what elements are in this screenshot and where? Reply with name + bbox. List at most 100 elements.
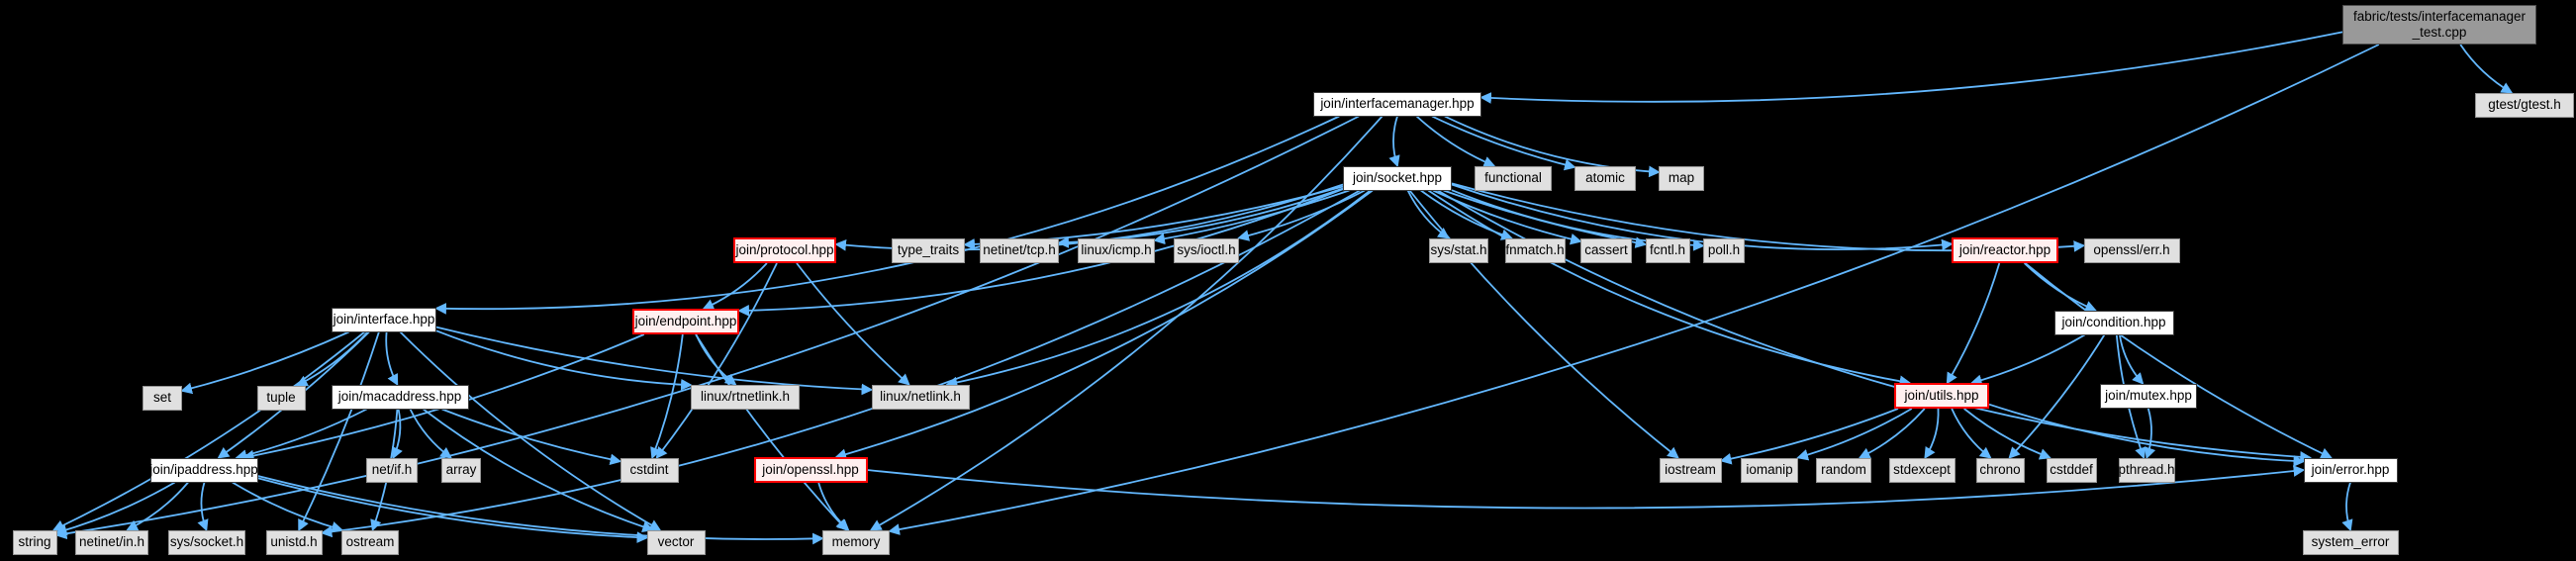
node-condition[interactable]: join/condition.hpp: [2053, 310, 2174, 335]
node-mutex[interactable]: join/mutex.hpp: [2100, 383, 2197, 409]
edge-utils-to-random: [1858, 408, 1926, 459]
node-chrono[interactable]: chrono: [1975, 457, 2025, 483]
edge-socket-to-ioctl: [1237, 189, 1366, 241]
node-fnmatch[interactable]: fnmatch.h: [1504, 237, 1566, 263]
edge-utils-to-stdexcept: [1924, 408, 1940, 459]
edge-ifm-to-interface: [434, 115, 1340, 315]
node-string[interactable]: string: [12, 529, 57, 555]
node-random[interactable]: random: [1816, 457, 1871, 483]
edge-error-to-system_error: [2341, 482, 2353, 532]
edge-mutex-to-pthread: [2145, 408, 2156, 460]
node-memory[interactable]: memory: [822, 529, 890, 555]
edge-interface-to-macaddress: [385, 331, 399, 387]
node-fcntl[interactable]: fcntl.h: [1645, 237, 1690, 263]
node-error[interactable]: join/error.hpp: [2303, 457, 2398, 483]
node-unistd[interactable]: unistd.h: [265, 529, 323, 555]
node-type_traits[interactable]: type_traits: [892, 237, 965, 263]
node-pthread[interactable]: pthread.h: [2118, 457, 2175, 483]
edge-test-to-gtest: [2459, 44, 2514, 94]
node-rtnetlink[interactable]: linux/rtnetlink.h: [691, 384, 800, 410]
edge-utils-to-chrono: [1951, 408, 1992, 459]
node-protocol[interactable]: join/protocol.hpp: [733, 237, 836, 263]
edge-reactor-to-utils: [1946, 262, 2001, 385]
edge-macaddress-to-cstdint: [441, 408, 622, 466]
node-iostream[interactable]: iostream: [1659, 457, 1722, 483]
edge-openssl-to-error: [867, 465, 2306, 510]
node-vector[interactable]: vector: [646, 529, 706, 555]
edge-utils-to-iomanip: [1796, 408, 1913, 461]
edge-interface-to-unistd: [298, 331, 380, 532]
node-socket[interactable]: join/socket.hpp: [1343, 165, 1452, 191]
node-cstddef[interactable]: cstddef: [2046, 457, 2097, 483]
edge-test-to-ifm: [1479, 31, 2343, 104]
node-opensslerr[interactable]: openssl/err.h: [2083, 237, 2180, 263]
node-system_error[interactable]: system_error: [2302, 529, 2399, 555]
node-openssl[interactable]: join/openssl.hpp: [753, 457, 868, 483]
edge-ifm-to-memory: [869, 115, 1383, 531]
node-tcp[interactable]: netinet/tcp.h: [980, 237, 1059, 263]
edge-socket-to-endpoint: [737, 188, 1344, 317]
node-cstdint[interactable]: cstdint: [620, 457, 679, 483]
edge-utils-to-error: [1988, 403, 2306, 467]
edge-ipaddress-to-string: [54, 481, 176, 536]
node-functional[interactable]: functional: [1475, 165, 1552, 191]
edge-macaddress-to-array: [409, 409, 452, 459]
edge-interface-to-rtnetlink: [435, 329, 693, 391]
edge-ipaddress-to-vector: [257, 477, 649, 543]
edge-macaddress-to-vector: [423, 408, 654, 532]
edge-protocol-to-cstdint: [655, 262, 778, 459]
node-ostream[interactable]: ostream: [341, 529, 399, 555]
node-poll[interactable]: poll.h: [1703, 237, 1745, 263]
node-netif[interactable]: net/if.h: [366, 457, 418, 483]
edge-socket-to-stat: [1406, 190, 1450, 239]
node-gtest[interactable]: gtest/gtest.h: [2475, 92, 2574, 118]
node-macaddress[interactable]: join/macaddress.hpp: [331, 384, 469, 410]
edge-reactor-to-error: [2024, 262, 2333, 459]
node-ioctl[interactable]: sys/ioctl.h: [1174, 237, 1239, 263]
node-syssocket[interactable]: sys/socket.h: [168, 529, 245, 555]
edge-interface-to-string: [52, 330, 365, 531]
node-ipaddress[interactable]: join/ipaddress.hpp: [149, 457, 258, 483]
node-stdexcept[interactable]: stdexcept: [1888, 457, 1956, 483]
edge-ipaddress-to-ostream: [232, 481, 343, 533]
edge-endpoint-to-cstdint: [650, 333, 684, 460]
edge-socket-to-icmp: [1153, 189, 1350, 245]
node-stat[interactable]: sys/stat.h: [1429, 237, 1488, 263]
node-set[interactable]: set: [143, 385, 182, 411]
edge-interface-to-netlink: [435, 326, 874, 396]
edge-ipaddress-to-memory: [257, 475, 824, 545]
edge-ipaddress-to-netinetin: [126, 481, 189, 531]
node-cassert[interactable]: cassert: [1580, 237, 1632, 263]
edge-protocol-to-netlink: [796, 262, 910, 386]
edge-macaddress-to-ipaddress: [235, 408, 368, 461]
edge-socket-to-fnmatch: [1420, 189, 1513, 240]
node-array[interactable]: array: [441, 457, 481, 483]
edge-protocol-to-endpoint: [702, 262, 768, 311]
node-reactor[interactable]: join/reactor.hpp: [1952, 237, 2058, 263]
edge-condition-to-utils: [1969, 333, 2086, 386]
node-map[interactable]: map: [1659, 165, 1704, 191]
edge-utils-to-iostream: [1719, 408, 1899, 465]
node-netlink[interactable]: linux/netlink.h: [871, 384, 970, 410]
edge-utils-to-cstddef: [1963, 408, 2051, 460]
node-atomic[interactable]: atomic: [1574, 165, 1636, 191]
edge-ipaddress-to-syssocket: [197, 482, 209, 532]
edge-ifm-to-map: [1444, 115, 1661, 178]
edge-socket-to-utils: [1427, 189, 1912, 388]
node-netinetin[interactable]: netinet/in.h: [75, 529, 148, 555]
edge-macaddress-to-netif: [392, 409, 403, 460]
node-interface[interactable]: join/interface.hpp: [332, 307, 436, 332]
node-ifm[interactable]: join/interfacemanager.hpp: [1313, 91, 1481, 117]
edge-condition-to-chrono: [2008, 334, 2106, 459]
edge-socket-to-iostream: [1408, 189, 1679, 459]
node-tuple[interactable]: tuple: [256, 385, 306, 411]
node-utils[interactable]: join/utils.hpp: [1894, 383, 1989, 409]
edge-endpoint-to-memory: [695, 333, 848, 531]
node-icmp[interactable]: linux/icmp.h: [1078, 237, 1155, 263]
node-endpoint[interactable]: join/endpoint.hpp: [632, 309, 739, 334]
edge-ifm-to-functional: [1415, 115, 1496, 168]
node-test[interactable]: fabric/tests/interfacemanager _test.cpp: [2342, 5, 2536, 45]
edge-interface-to-vector: [399, 330, 662, 531]
node-iomanip[interactable]: iomanip: [1741, 457, 1798, 483]
